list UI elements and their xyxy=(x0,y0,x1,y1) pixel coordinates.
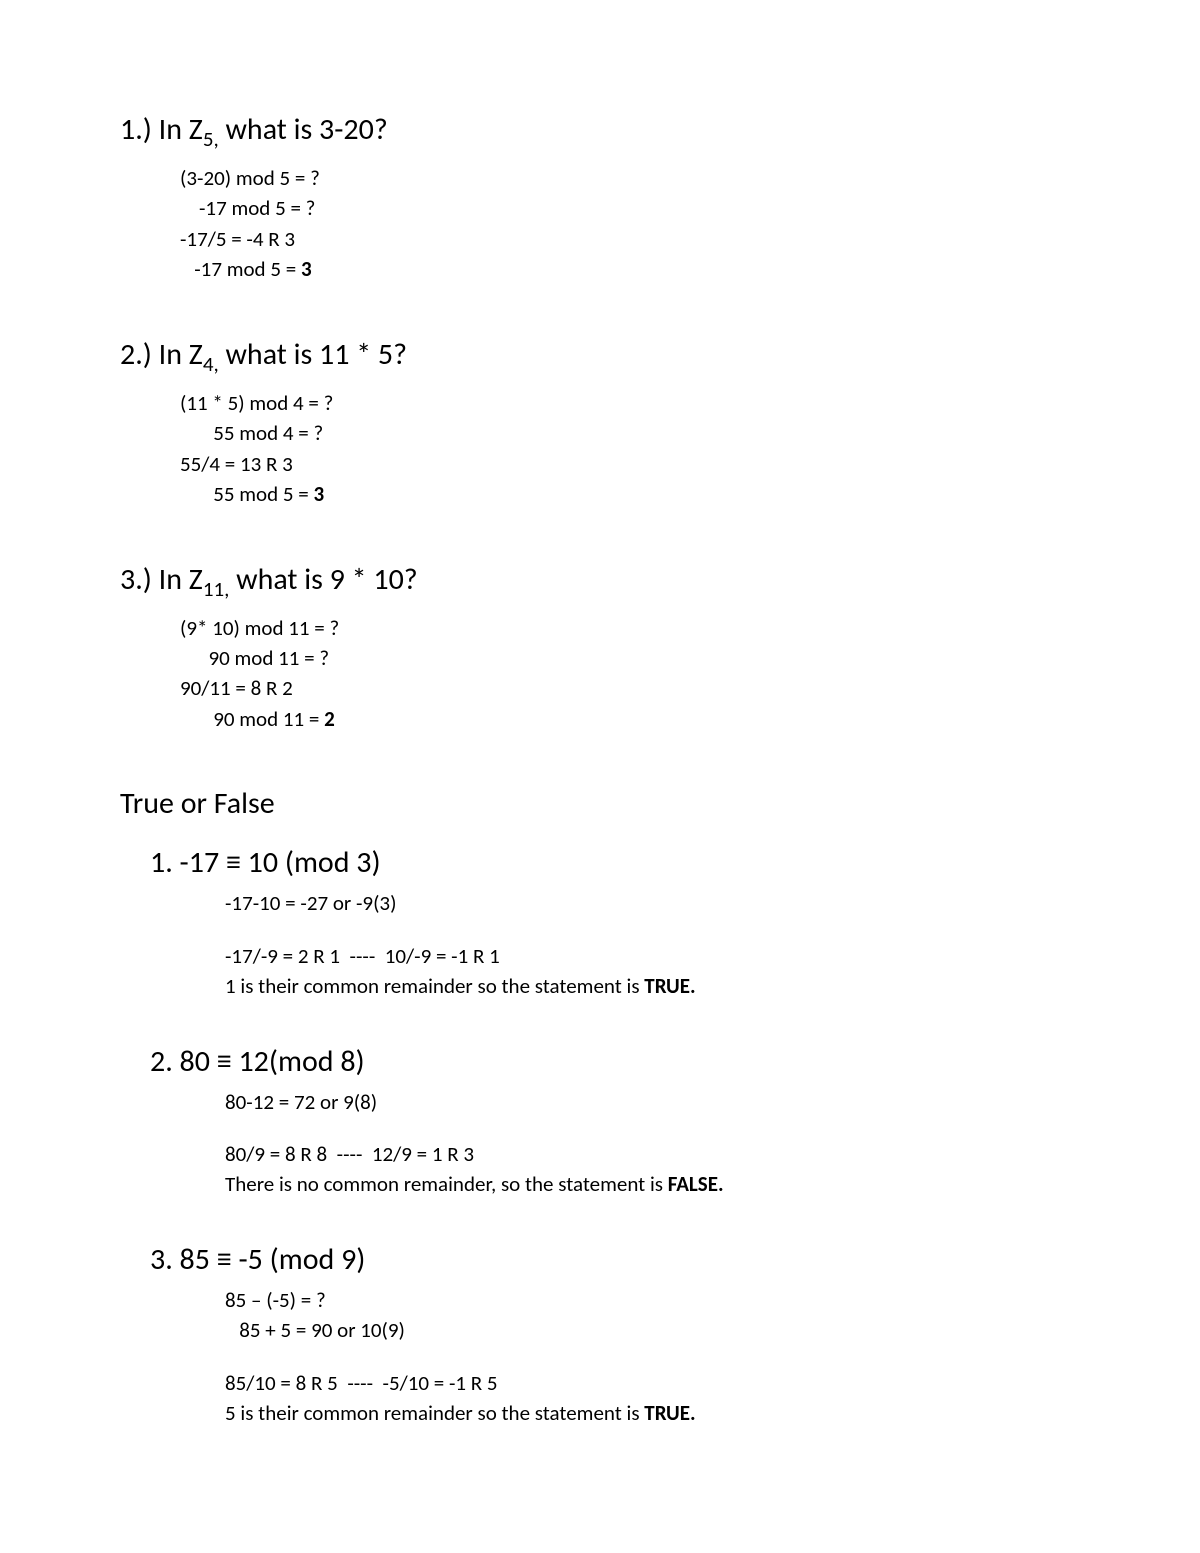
tf3-line4a: 5 is their common remainder so the state… xyxy=(225,1400,644,1426)
q1-line3: -17/5 = -4 R 3 xyxy=(180,224,1080,254)
question-2-work: (11 * 5) mod 4 = ? 55 mod 4 = ? 55/4 = 1… xyxy=(120,388,1080,510)
q3-prefix: 3.) In Z xyxy=(120,561,203,598)
tf2-line3: There is no common remainder, so the sta… xyxy=(225,1169,1080,1199)
q2-answer: 3 xyxy=(314,481,325,507)
q3-subscript: 11, xyxy=(203,576,230,602)
tf3-line2: 85 + 5 = 90 or 10(9) xyxy=(225,1315,1080,1345)
q1-line1: (3-20) mod 5 = ? xyxy=(180,163,1080,193)
q2-line4: 55 mod 5 = 3 xyxy=(180,479,1080,509)
q2-suffix: what is 11 * 5? xyxy=(219,336,407,373)
q3-line2: 90 mod 11 = ? xyxy=(180,643,1080,673)
q3-answer: 2 xyxy=(324,706,335,732)
true-false-title: True or False xyxy=(120,784,1080,823)
q2-prefix: 2.) In Z xyxy=(120,336,203,373)
tf1-work: -17-10 = -27 or -9(3) -17/-9 = 2 R 1 ---… xyxy=(120,888,1080,1001)
tf3-work: 85 – (-5) = ? 85 + 5 = 90 or 10(9) 85/10… xyxy=(120,1285,1080,1429)
tf2-line2: 80/9 = 8 R 8 ---- 12/9 = 1 R 3 xyxy=(225,1139,1080,1169)
tf1-line3: 1 is their common remainder so the state… xyxy=(225,971,1080,1001)
tf2-line3a: There is no common remainder, so the sta… xyxy=(225,1171,668,1197)
document-page: 1.) In Z5, what is 3-20? (3-20) mod 5 = … xyxy=(0,0,1200,1549)
q3-line4: 90 mod 11 = 2 xyxy=(180,704,1080,734)
q2-line3: 55/4 = 13 R 3 xyxy=(180,449,1080,479)
q1-answer: 3 xyxy=(301,256,312,282)
q2-line2: 55 mod 4 = ? xyxy=(180,418,1080,448)
tf1-result: TRUE. xyxy=(644,973,695,999)
q3-suffix: what is 9 * 10? xyxy=(229,561,417,598)
tf3-heading: 3. 85 ≡ -5 (mod 9) xyxy=(120,1240,1080,1279)
q1-prefix: 1.) In Z xyxy=(120,111,203,148)
tf1-line3a: 1 is their common remainder so the state… xyxy=(225,973,644,999)
q1-suffix: what is 3-20? xyxy=(219,111,388,148)
q3-line1: (9* 10) mod 11 = ? xyxy=(180,613,1080,643)
q3-line3: 90/11 = 8 R 2 xyxy=(180,673,1080,703)
tf1-line1: -17-10 = -27 or -9(3) xyxy=(225,888,1080,918)
tf3-line3: 85/10 = 8 R 5 ---- -5/10 = -1 R 5 xyxy=(225,1368,1080,1398)
tf2-line1: 80-12 = 72 or 9(8) xyxy=(225,1087,1080,1117)
tf2-work: 80-12 = 72 or 9(8) 80/9 = 8 R 8 ---- 12/… xyxy=(120,1087,1080,1200)
q2-line4a: 55 mod 5 = xyxy=(180,481,314,507)
question-3-heading: 3.) In Z11, what is 9 * 10? xyxy=(120,560,1080,599)
question-1-work: (3-20) mod 5 = ? -17 mod 5 = ? -17/5 = -… xyxy=(120,163,1080,285)
question-1-heading: 1.) In Z5, what is 3-20? xyxy=(120,110,1080,149)
tf3-line4: 5 is their common remainder so the state… xyxy=(225,1398,1080,1428)
q1-subscript: 5, xyxy=(203,126,219,152)
tf3-result: TRUE. xyxy=(644,1400,695,1426)
question-3-work: (9* 10) mod 11 = ? 90 mod 11 = ? 90/11 =… xyxy=(120,613,1080,735)
tf2-heading: 2. 80 ≡ 12(mod 8) xyxy=(120,1042,1080,1081)
q1-line4a: -17 mod 5 = xyxy=(180,256,301,282)
tf1-heading: 1. -17 ≡ 10 (mod 3) xyxy=(120,843,1080,882)
q2-subscript: 4, xyxy=(203,351,219,377)
q1-line4: -17 mod 5 = 3 xyxy=(180,254,1080,284)
tf1-line2: -17/-9 = 2 R 1 ---- 10/-9 = -1 R 1 xyxy=(225,941,1080,971)
tf2-result: FALSE. xyxy=(668,1171,724,1197)
q3-line4a: 90 mod 11 = xyxy=(180,706,324,732)
q2-line1: (11 * 5) mod 4 = ? xyxy=(180,388,1080,418)
tf3-line1: 85 – (-5) = ? xyxy=(225,1285,1080,1315)
q1-line2: -17 mod 5 = ? xyxy=(180,193,1080,223)
question-2-heading: 2.) In Z4, what is 11 * 5? xyxy=(120,335,1080,374)
